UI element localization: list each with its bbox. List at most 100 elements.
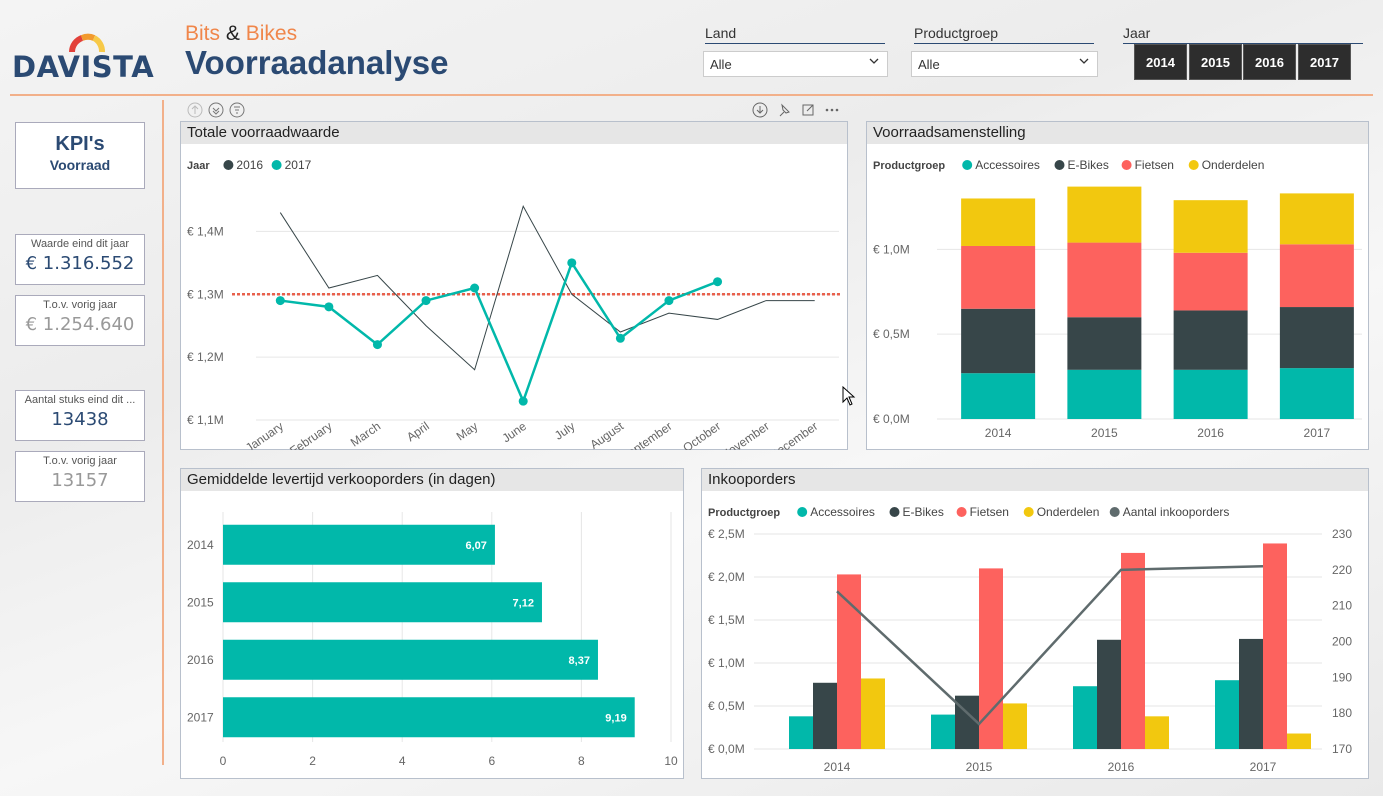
kpi-header: KPI's Voorraad	[15, 122, 145, 189]
bar	[1239, 638, 1263, 749]
series-line-2016	[279, 204, 815, 371]
data-point	[421, 296, 431, 306]
bar	[1097, 639, 1121, 749]
totale-voorraadwaarde-panel[interactable]: Totale voorraadwaarde Jaar 2016 2017 € 1,1M…	[180, 121, 848, 450]
bar	[861, 678, 885, 749]
x-tick-label: 6	[488, 754, 495, 768]
aantal-inkooporders-line	[836, 565, 1264, 726]
kpi-card-value: € 1.254.640	[25, 314, 135, 335]
x-tick-label: April	[404, 419, 432, 444]
drill-up-icon[interactable]	[187, 102, 203, 118]
productgroep-dropdown[interactable]: Alle	[911, 51, 1098, 77]
legend-title: Productgroep	[873, 160, 945, 172]
year-button-2014[interactable]: 2014	[1134, 44, 1187, 80]
legend-item: Onderdelen	[1037, 505, 1100, 519]
y2-tick-label: 200	[1332, 635, 1352, 649]
y-tick-label: € 1,1M	[187, 413, 224, 427]
x-tick-label: January	[243, 419, 286, 450]
x-tick-label: 2017	[1304, 426, 1331, 440]
bar	[789, 716, 813, 749]
x-tick-label: December	[767, 419, 820, 450]
x-tick-label: 2017	[1250, 760, 1277, 774]
x-tick-label: 2014	[824, 760, 851, 774]
levertijd-chart: 0 2 4 6 8 10 2014 6,07 2015 7,12 2016 8,37 2017 9,19	[187, 512, 678, 768]
more-options-icon[interactable]	[825, 108, 839, 112]
kpi-card-value: € 1.316.552	[25, 253, 135, 274]
focus-mode-icon[interactable]	[802, 104, 814, 116]
levertijd-panel[interactable]: Gemiddelde levertijd verkooporders (in d…	[180, 468, 684, 779]
legend-item: Accessoires	[810, 505, 875, 519]
drill-mode-icon[interactable]	[752, 102, 768, 118]
x-tick-label: 4	[399, 754, 406, 768]
y-tick-label: 2015	[187, 595, 214, 609]
legend-marker	[1109, 507, 1120, 517]
x-tick-label: 8	[578, 754, 585, 768]
kpi-card-value: 13438	[51, 409, 109, 430]
y-tick-label: € 1,2M	[187, 350, 224, 364]
kpi-card-label: T.o.v. vorig jaar	[43, 299, 117, 311]
visual-header-icons	[752, 102, 839, 118]
bar	[1215, 680, 1239, 749]
x-tick-label: 2016	[1108, 760, 1135, 774]
y2-tick-label: 190	[1332, 670, 1352, 684]
y-tick-label: € 1,4M	[187, 224, 224, 238]
land-dropdown[interactable]: Alle	[703, 51, 888, 77]
bar	[1073, 686, 1097, 749]
bar-segment	[1173, 252, 1248, 311]
bar	[813, 682, 837, 749]
bar-segment	[1173, 200, 1248, 253]
pin-icon[interactable]	[779, 103, 790, 117]
legend-marker	[271, 160, 282, 170]
year-button-2017[interactable]: 2017	[1298, 44, 1351, 80]
bar-segment	[961, 373, 1036, 419]
kpi-card-value-end-year: Waarde eind dit jaar € 1.316.552	[15, 234, 145, 285]
brand-part1: Bits	[185, 22, 221, 45]
year-button-2016[interactable]: 2016	[1243, 44, 1296, 80]
legend-item: 2016	[236, 158, 263, 172]
legend-item: Fietsen	[1135, 158, 1174, 172]
inkooporders-panel[interactable]: Inkooporders Productgroep Accessoires E-Bi…	[701, 468, 1369, 779]
panel-title: Voorraadsamenstelling	[867, 122, 1368, 144]
kpi-card-label: Waarde eind dit jaar	[30, 238, 130, 250]
data-label: 6,07	[466, 540, 487, 552]
bar	[223, 582, 542, 623]
kpi-title: KPI's	[55, 133, 105, 155]
x-tick-label: June	[500, 419, 530, 446]
sidebar-divider	[162, 100, 164, 765]
legend-item: Aantal inkooporders	[1123, 505, 1230, 519]
data-label: 7,12	[513, 597, 534, 609]
expand-hierarchy-icon[interactable]	[229, 102, 245, 118]
bar-segment	[1279, 368, 1354, 419]
data-point	[470, 283, 480, 293]
data-point	[615, 333, 625, 343]
inkooporders-chart: Productgroep Accessoires E-Bikes Fietsen Ond…	[708, 505, 1352, 774]
year-button-2015[interactable]: 2015	[1189, 44, 1242, 80]
bar	[223, 524, 495, 565]
logo-text: DAVISTA	[12, 50, 155, 84]
bar	[1145, 716, 1169, 749]
productgroep-slicer-label: Productgroep	[914, 25, 1094, 44]
totale-voorraadwaarde-chart: Jaar 2016 2017 € 1,1M € 1,2M € 1,3M € 1,4M Janu…	[187, 158, 841, 450]
data-point	[567, 258, 577, 268]
kpi-card-label: T.o.v. vorig jaar	[43, 455, 117, 467]
data-point	[324, 302, 334, 312]
bar	[1263, 543, 1287, 749]
legend-title: Productgroep	[708, 507, 780, 519]
brand-part2: Bikes	[245, 22, 298, 45]
kpi-card-label: Aantal stuks eind dit ...	[24, 394, 136, 406]
bar-segment	[961, 245, 1036, 309]
voorraadsamenstelling-panel[interactable]: Voorraadsamenstelling Productgroep Access…	[866, 121, 1369, 450]
series-line-2017	[280, 260, 718, 405]
land-dropdown-value: Alle	[710, 57, 732, 72]
x-tick-label: 10	[664, 754, 678, 768]
productgroep-dropdown-value: Alle	[918, 57, 940, 72]
kpi-subtitle: Voorraad	[49, 157, 111, 173]
x-tick-label: 2	[309, 754, 316, 768]
x-tick-label: May	[454, 419, 481, 443]
bar	[1287, 733, 1311, 749]
y2-tick-label: 210	[1332, 599, 1352, 613]
y2-tick-label: 220	[1332, 563, 1352, 577]
bar-segment	[1067, 317, 1142, 370]
drill-down-icon[interactable]	[208, 102, 224, 118]
y-tick-label: € 0,5M	[708, 699, 745, 713]
